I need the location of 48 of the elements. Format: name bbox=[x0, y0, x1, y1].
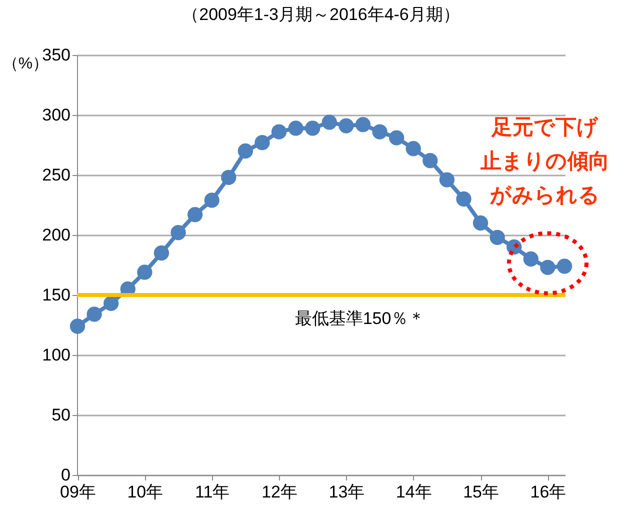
point bbox=[170, 225, 186, 240]
y-tick-label: 100 bbox=[42, 346, 70, 364]
point bbox=[338, 118, 354, 134]
annotation: 止まりの傾向 bbox=[480, 150, 610, 173]
point bbox=[154, 245, 170, 261]
point bbox=[355, 117, 371, 132]
point bbox=[372, 124, 388, 140]
point bbox=[556, 258, 572, 274]
point bbox=[86, 306, 102, 322]
point bbox=[490, 230, 505, 245]
point bbox=[204, 192, 220, 208]
point bbox=[137, 264, 152, 280]
y-tick-label: 300 bbox=[42, 106, 70, 124]
point bbox=[305, 120, 320, 136]
annotation: がみられる bbox=[489, 184, 600, 207]
y-tick-label: 50 bbox=[52, 406, 70, 424]
ref-line-label: 最低基準150％＊ bbox=[294, 309, 426, 328]
annotation: 足元で下げ bbox=[490, 116, 598, 139]
point bbox=[104, 296, 119, 311]
x-tick-label: 12年 bbox=[262, 482, 298, 502]
x-tick-label: 14年 bbox=[396, 482, 432, 502]
point bbox=[70, 318, 86, 334]
point bbox=[288, 120, 304, 136]
point bbox=[422, 153, 438, 168]
point bbox=[187, 207, 203, 222]
point bbox=[406, 141, 421, 156]
y-tick-label: 250 bbox=[42, 166, 70, 184]
x-tick-label: 11年 bbox=[195, 482, 230, 502]
y-tick-label: 200 bbox=[42, 226, 70, 244]
point bbox=[388, 130, 404, 146]
x-tick-label: 16年 bbox=[530, 482, 566, 502]
x-tick-label: 13年 bbox=[328, 482, 365, 502]
point bbox=[271, 124, 287, 140]
point bbox=[540, 260, 556, 275]
point bbox=[221, 170, 236, 185]
point bbox=[523, 251, 538, 267]
x-tick-label: 15年 bbox=[463, 482, 499, 502]
point bbox=[456, 191, 472, 207]
x-tick-label: 09年 bbox=[60, 482, 96, 502]
y-tick-label: 0 bbox=[61, 466, 70, 484]
chart-title: （2009年1-3月期～2016年4-6月期） bbox=[182, 5, 460, 24]
point bbox=[238, 143, 254, 159]
point bbox=[254, 135, 270, 150]
x-tick-label: 10年 bbox=[127, 482, 164, 502]
point bbox=[322, 114, 337, 130]
point bbox=[439, 172, 455, 188]
point bbox=[472, 215, 488, 231]
y-tick-label: 150 bbox=[42, 286, 70, 304]
